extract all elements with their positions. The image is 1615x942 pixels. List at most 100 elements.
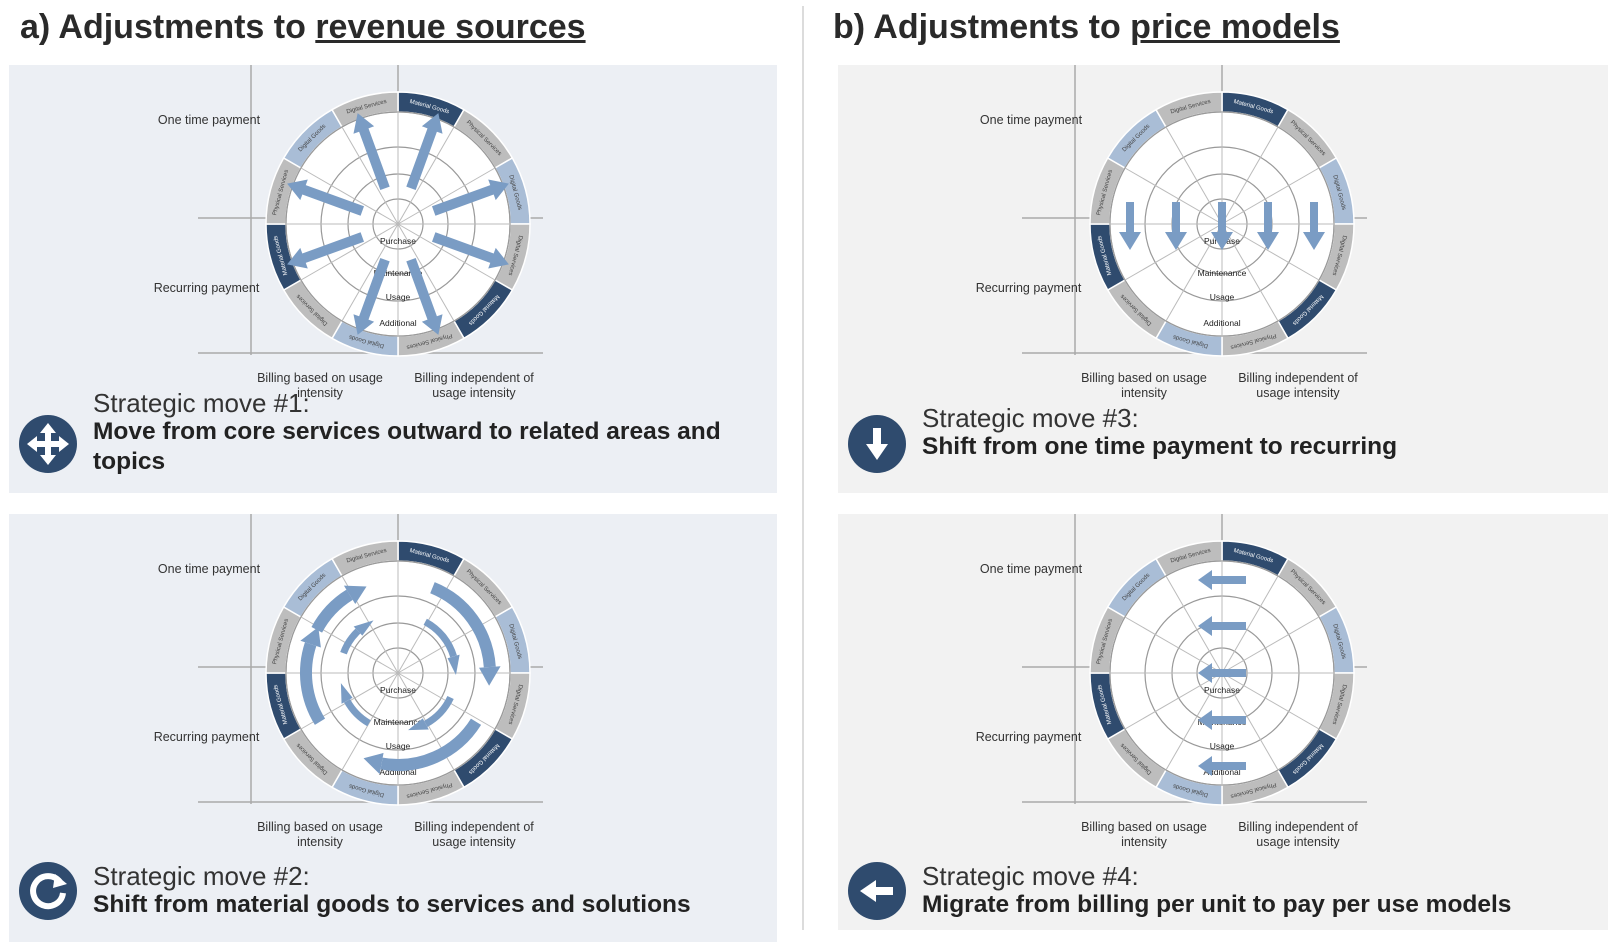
- downward-arrow: [1257, 202, 1279, 250]
- ring-label: Purchase: [380, 685, 416, 695]
- outward-arrow: [353, 257, 390, 335]
- wheel-spoke: [1221, 223, 1279, 322]
- wheel-spoke: [341, 223, 399, 322]
- move-3-description: Shift from one time payment to recurring: [922, 433, 1398, 460]
- label-one-time-payment: One time payment: [157, 113, 261, 127]
- outward-arrow: [406, 257, 443, 335]
- move-4-heading: Strategic move #4:: [922, 861, 1139, 891]
- outward-arrow: [431, 179, 509, 216]
- wheel-spoke: [1221, 167, 1320, 225]
- outward-arrow: [287, 179, 365, 216]
- downward-arrow: [1211, 202, 1233, 250]
- label-recurring-payment: Recurring payment: [153, 281, 260, 295]
- wheel-spoke: [1165, 575, 1223, 674]
- label-recurring-payment: Recurring payment: [153, 730, 260, 744]
- wheel-spoke: [300, 223, 399, 281]
- wheel-spoke: [300, 167, 399, 225]
- move-1-description: Move from core services outward to relat…: [93, 418, 721, 475]
- label-billing-independent: Billing independent of usage intensity: [414, 820, 534, 849]
- leftward-arrow: [1198, 663, 1246, 683]
- cycle-arrow: [300, 627, 326, 725]
- cycle-arrow: [363, 718, 482, 775]
- label-billing-usage: Billing based on usage intensity: [257, 820, 383, 849]
- downward-arrow: [1303, 202, 1325, 250]
- cycle-arrow: [430, 582, 501, 686]
- ring-label: Purchase: [380, 236, 416, 246]
- ring-label: Additional: [379, 318, 416, 328]
- downward-arrow: [1165, 202, 1187, 250]
- wheel-spoke: [1221, 223, 1320, 281]
- wheel-spoke: [1165, 223, 1223, 322]
- panel-move-2: Material Goods Physical Services Digital G…: [9, 514, 777, 942]
- label-billing-usage: Billing based on usage intensity: [1081, 371, 1207, 400]
- outward-arrow: [406, 113, 443, 191]
- cycle-arrow: [340, 683, 371, 727]
- label-one-time-payment: One time payment: [979, 113, 1083, 127]
- section-title-price-models: b) Adjustments to price models: [833, 8, 1340, 47]
- wheel-spoke: [341, 672, 399, 771]
- arrow-left-icon: [848, 862, 906, 920]
- ring-label: Additional: [1203, 767, 1240, 777]
- arrow-down-icon: [848, 415, 906, 473]
- wheel-spoke: [341, 126, 399, 225]
- wheel-spoke: [1221, 575, 1279, 674]
- wheel-spoke: [1221, 616, 1320, 674]
- outward-arrow: [287, 232, 365, 269]
- outward-arrow: [353, 113, 390, 191]
- ring-label: Maintenance: [1198, 268, 1247, 278]
- ring-label: Usage: [1210, 292, 1235, 302]
- move-4-description: Migrate from billing per unit to pay per…: [922, 891, 1512, 918]
- leftward-arrow: [1198, 710, 1246, 730]
- ring-label: Maintenance: [374, 268, 423, 278]
- wheel-spoke: [397, 167, 496, 225]
- move-1-heading: Strategic move #1:: [93, 388, 310, 418]
- panel-move-1: Material Goods Physical Services Digital G…: [9, 65, 777, 493]
- cycle-arrow: [423, 618, 460, 676]
- ring-label: Additional: [1203, 318, 1240, 328]
- ring-label: Purchase: [1204, 685, 1240, 695]
- section-b-underlined: price models: [1130, 8, 1340, 46]
- wheel-spoke: [1165, 126, 1223, 225]
- ring-label: Usage: [386, 292, 411, 302]
- section-title-revenue-sources: a) Adjustments to revenue sources: [20, 8, 586, 47]
- ring-label: Additional: [379, 767, 416, 777]
- label-billing-usage: Billing based on usage intensity: [257, 371, 383, 400]
- cycle-arrow: [311, 585, 367, 633]
- wheel-spoke: [1221, 126, 1279, 225]
- label-recurring-payment: Recurring payment: [975, 281, 1082, 295]
- label-one-time-payment: One time payment: [157, 562, 261, 576]
- label-billing-independent: Billing independent of usage intensity: [1238, 371, 1358, 400]
- cycle-arrow: [408, 695, 454, 731]
- leftward-arrow: [1198, 570, 1246, 590]
- label-one-time-payment: One time payment: [979, 562, 1083, 576]
- label-recurring-payment: Recurring payment: [975, 730, 1082, 744]
- wheel-spoke: [1165, 672, 1223, 771]
- rotate-icon: [19, 862, 77, 920]
- wheel-spoke: [397, 126, 455, 225]
- leftward-arrow: [1198, 616, 1246, 636]
- wheel-spoke: [1124, 167, 1223, 225]
- wheel-spoke: [1221, 672, 1320, 730]
- ring-label: Usage: [1210, 741, 1235, 751]
- label-billing-independent: Billing independent of usage intensity: [414, 371, 534, 400]
- panel-move-4: Material Goods Physical Services Digital G…: [838, 514, 1608, 930]
- section-a-underlined: revenue sources: [315, 8, 586, 46]
- label-billing-independent: Billing independent of usage intensity: [1238, 820, 1358, 849]
- outward-arrow: [431, 232, 509, 269]
- downward-arrow: [1119, 202, 1141, 250]
- wheel-spoke: [1124, 672, 1223, 730]
- ring-label: Maintenance: [374, 717, 423, 727]
- expand-arrows-icon: [19, 415, 77, 473]
- wheel-spoke: [1124, 223, 1223, 281]
- section-b-prefix: b) Adjustments to: [833, 8, 1131, 46]
- ring-label: Usage: [386, 741, 411, 751]
- section-divider: [802, 6, 804, 930]
- label-billing-usage: Billing based on usage intensity: [1081, 820, 1207, 849]
- leftward-arrow: [1198, 756, 1246, 776]
- wheel-spoke: [397, 223, 496, 281]
- move-3-heading: Strategic move #3:: [922, 403, 1139, 433]
- wheel-spoke: [1221, 672, 1279, 771]
